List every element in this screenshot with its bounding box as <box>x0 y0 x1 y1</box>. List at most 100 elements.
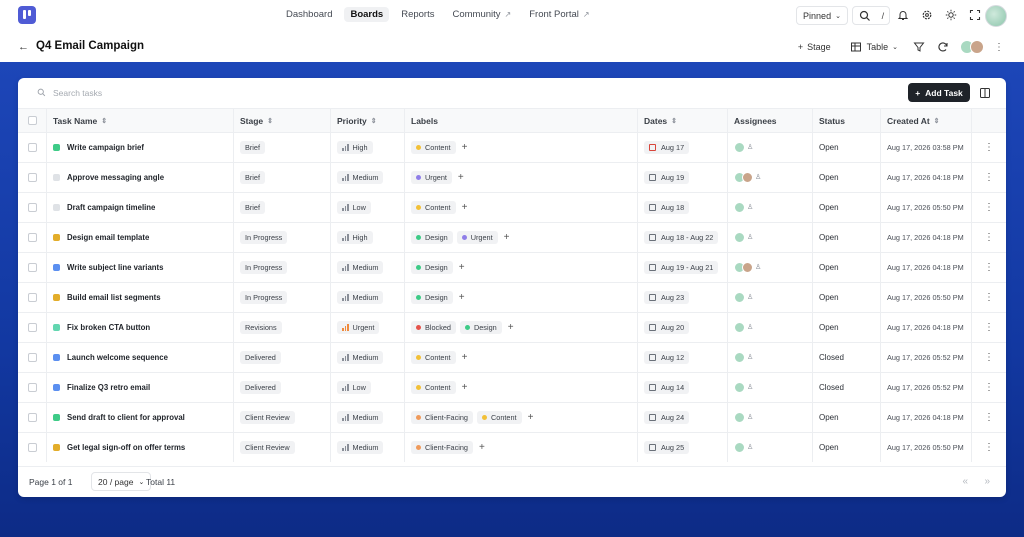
row-checkbox[interactable] <box>27 353 37 362</box>
column-header-dates[interactable]: Dates ⇕ <box>637 109 727 132</box>
gear-icon[interactable] <box>920 8 934 22</box>
row-checkbox[interactable] <box>27 173 37 182</box>
add-assignee-icon[interactable]: ♙ <box>747 354 754 361</box>
add-assignee-icon[interactable]: ♙ <box>747 234 754 241</box>
add-label-icon[interactable]: + <box>507 322 514 333</box>
columns-panel-icon[interactable] <box>978 86 992 100</box>
row-more-icon[interactable]: ⋮ <box>984 262 994 273</box>
status-cell[interactable]: Closed <box>812 343 880 372</box>
fullscreen-icon[interactable] <box>968 8 982 22</box>
pinned-dropdown[interactable]: Pinned ⌄ <box>796 6 848 25</box>
add-assignee-icon[interactable]: ♙ <box>755 174 762 181</box>
add-assignee-icon[interactable]: ♙ <box>747 294 754 301</box>
dates-cell[interactable]: Aug 18 - Aug 22 <box>637 223 727 252</box>
user-avatar[interactable] <box>985 5 1007 27</box>
dates-cell[interactable]: Aug 19 <box>637 163 727 192</box>
assignees-cell[interactable]: ♙ <box>727 133 812 162</box>
stage-cell[interactable]: Delivered <box>233 373 330 402</box>
row-more-icon[interactable]: ⋮ <box>984 322 994 333</box>
priority-cell[interactable]: Medium <box>330 163 404 192</box>
add-assignee-icon[interactable]: ♙ <box>747 444 754 451</box>
label-tag[interactable]: Design <box>411 291 453 304</box>
assignees-cell[interactable]: ♙ <box>727 283 812 312</box>
filter-icon[interactable] <box>912 40 926 54</box>
add-assignee-icon[interactable]: ♙ <box>747 144 754 151</box>
dates-cell[interactable]: Aug 18 <box>637 193 727 222</box>
label-tag[interactable]: Client-Facing <box>411 411 473 424</box>
priority-cell[interactable]: High <box>330 223 404 252</box>
priority-cell[interactable]: Medium <box>330 343 404 372</box>
dates-cell[interactable]: Aug 23 <box>637 283 727 312</box>
row-more-icon[interactable]: ⋮ <box>984 412 994 423</box>
task-name-cell[interactable]: Design email template <box>46 223 233 252</box>
row-more-icon[interactable]: ⋮ <box>984 292 994 303</box>
task-name-cell[interactable]: Draft campaign timeline <box>46 193 233 222</box>
task-name-cell[interactable]: Fix broken CTA button <box>46 313 233 342</box>
label-tag[interactable]: Design <box>411 261 453 274</box>
label-tag[interactable]: Content <box>411 351 456 364</box>
label-tag[interactable]: Design <box>459 321 502 334</box>
priority-cell[interactable]: Low <box>330 193 404 222</box>
next-page-icon[interactable]: » <box>984 476 990 487</box>
status-cell[interactable]: Open <box>812 193 880 222</box>
add-assignee-icon[interactable]: ♙ <box>755 264 762 271</box>
assignees-cell[interactable]: ♙ <box>727 373 812 402</box>
row-more-icon[interactable]: ⋮ <box>984 202 994 213</box>
row-more-icon[interactable]: ⋮ <box>984 352 994 363</box>
column-header-priority[interactable]: Priority ⇕ <box>330 109 404 132</box>
back-arrow-icon[interactable]: ← <box>18 41 29 53</box>
table-row[interactable]: Launch welcome sequence Delivered Medium Co… <box>18 342 1006 372</box>
row-checkbox[interactable] <box>27 233 37 242</box>
add-task-button[interactable]: + Add Task <box>908 83 970 102</box>
task-name-cell[interactable]: Get legal sign-off on offer terms <box>46 433 233 462</box>
row-checkbox[interactable] <box>27 383 37 392</box>
label-tag[interactable]: Content <box>477 411 522 424</box>
add-label-icon[interactable]: + <box>461 142 468 153</box>
bell-icon[interactable] <box>896 8 910 22</box>
add-assignee-icon[interactable]: ♙ <box>747 204 754 211</box>
table-row[interactable]: Build email list segments In Progress Medi… <box>18 282 1006 312</box>
row-checkbox[interactable] <box>27 143 37 152</box>
dates-cell[interactable]: Aug 14 <box>637 373 727 402</box>
status-cell[interactable]: Open <box>812 283 880 312</box>
add-label-icon[interactable]: + <box>461 202 468 213</box>
dates-cell[interactable]: Aug 20 <box>637 313 727 342</box>
label-tag[interactable]: Urgent <box>456 231 498 244</box>
stage-cell[interactable]: Brief <box>233 193 330 222</box>
task-name-cell[interactable]: Launch welcome sequence <box>46 343 233 372</box>
stage-cell[interactable]: Delivered <box>233 343 330 372</box>
row-checkbox[interactable] <box>27 203 37 212</box>
priority-cell[interactable]: High <box>330 133 404 162</box>
task-name-cell[interactable]: Write subject line variants <box>46 253 233 282</box>
assignees-cell[interactable]: ♙ <box>727 343 812 372</box>
status-cell[interactable]: Open <box>812 433 880 462</box>
add-stage-button[interactable]: + Stage <box>794 40 835 54</box>
label-tag[interactable]: Content <box>411 141 456 154</box>
row-checkbox[interactable] <box>27 293 37 302</box>
assignees-cell[interactable]: ♙ <box>727 223 812 252</box>
status-cell[interactable]: Closed <box>812 373 880 402</box>
assignees-cell[interactable]: ♙ <box>727 403 812 432</box>
refresh-icon[interactable] <box>936 40 950 54</box>
column-header-assignees[interactable]: Assignees <box>727 109 812 132</box>
add-label-icon[interactable]: + <box>458 292 465 303</box>
nav-link-dashboard[interactable]: Dashboard <box>280 7 338 22</box>
row-more-icon[interactable]: ⋮ <box>984 172 994 183</box>
dates-cell[interactable]: Aug 24 <box>637 403 727 432</box>
column-header-labels[interactable]: Labels <box>404 109 637 132</box>
label-tag[interactable]: Blocked <box>411 321 456 334</box>
stage-cell[interactable]: In Progress <box>233 223 330 252</box>
stage-cell[interactable]: Client Review <box>233 433 330 462</box>
row-checkbox[interactable] <box>27 443 37 452</box>
label-tag[interactable]: Content <box>411 201 456 214</box>
stage-cell[interactable]: Client Review <box>233 403 330 432</box>
add-label-icon[interactable]: + <box>458 262 465 273</box>
add-assignee-icon[interactable]: ♙ <box>747 414 754 421</box>
add-assignee-icon[interactable]: ♙ <box>747 384 754 391</box>
dates-cell[interactable]: Aug 12 <box>637 343 727 372</box>
status-cell[interactable]: Open <box>812 223 880 252</box>
status-cell[interactable]: Open <box>812 133 880 162</box>
priority-cell[interactable]: Urgent <box>330 313 404 342</box>
column-header-stage[interactable]: Stage ⇕ <box>233 109 330 132</box>
priority-cell[interactable]: Low <box>330 373 404 402</box>
